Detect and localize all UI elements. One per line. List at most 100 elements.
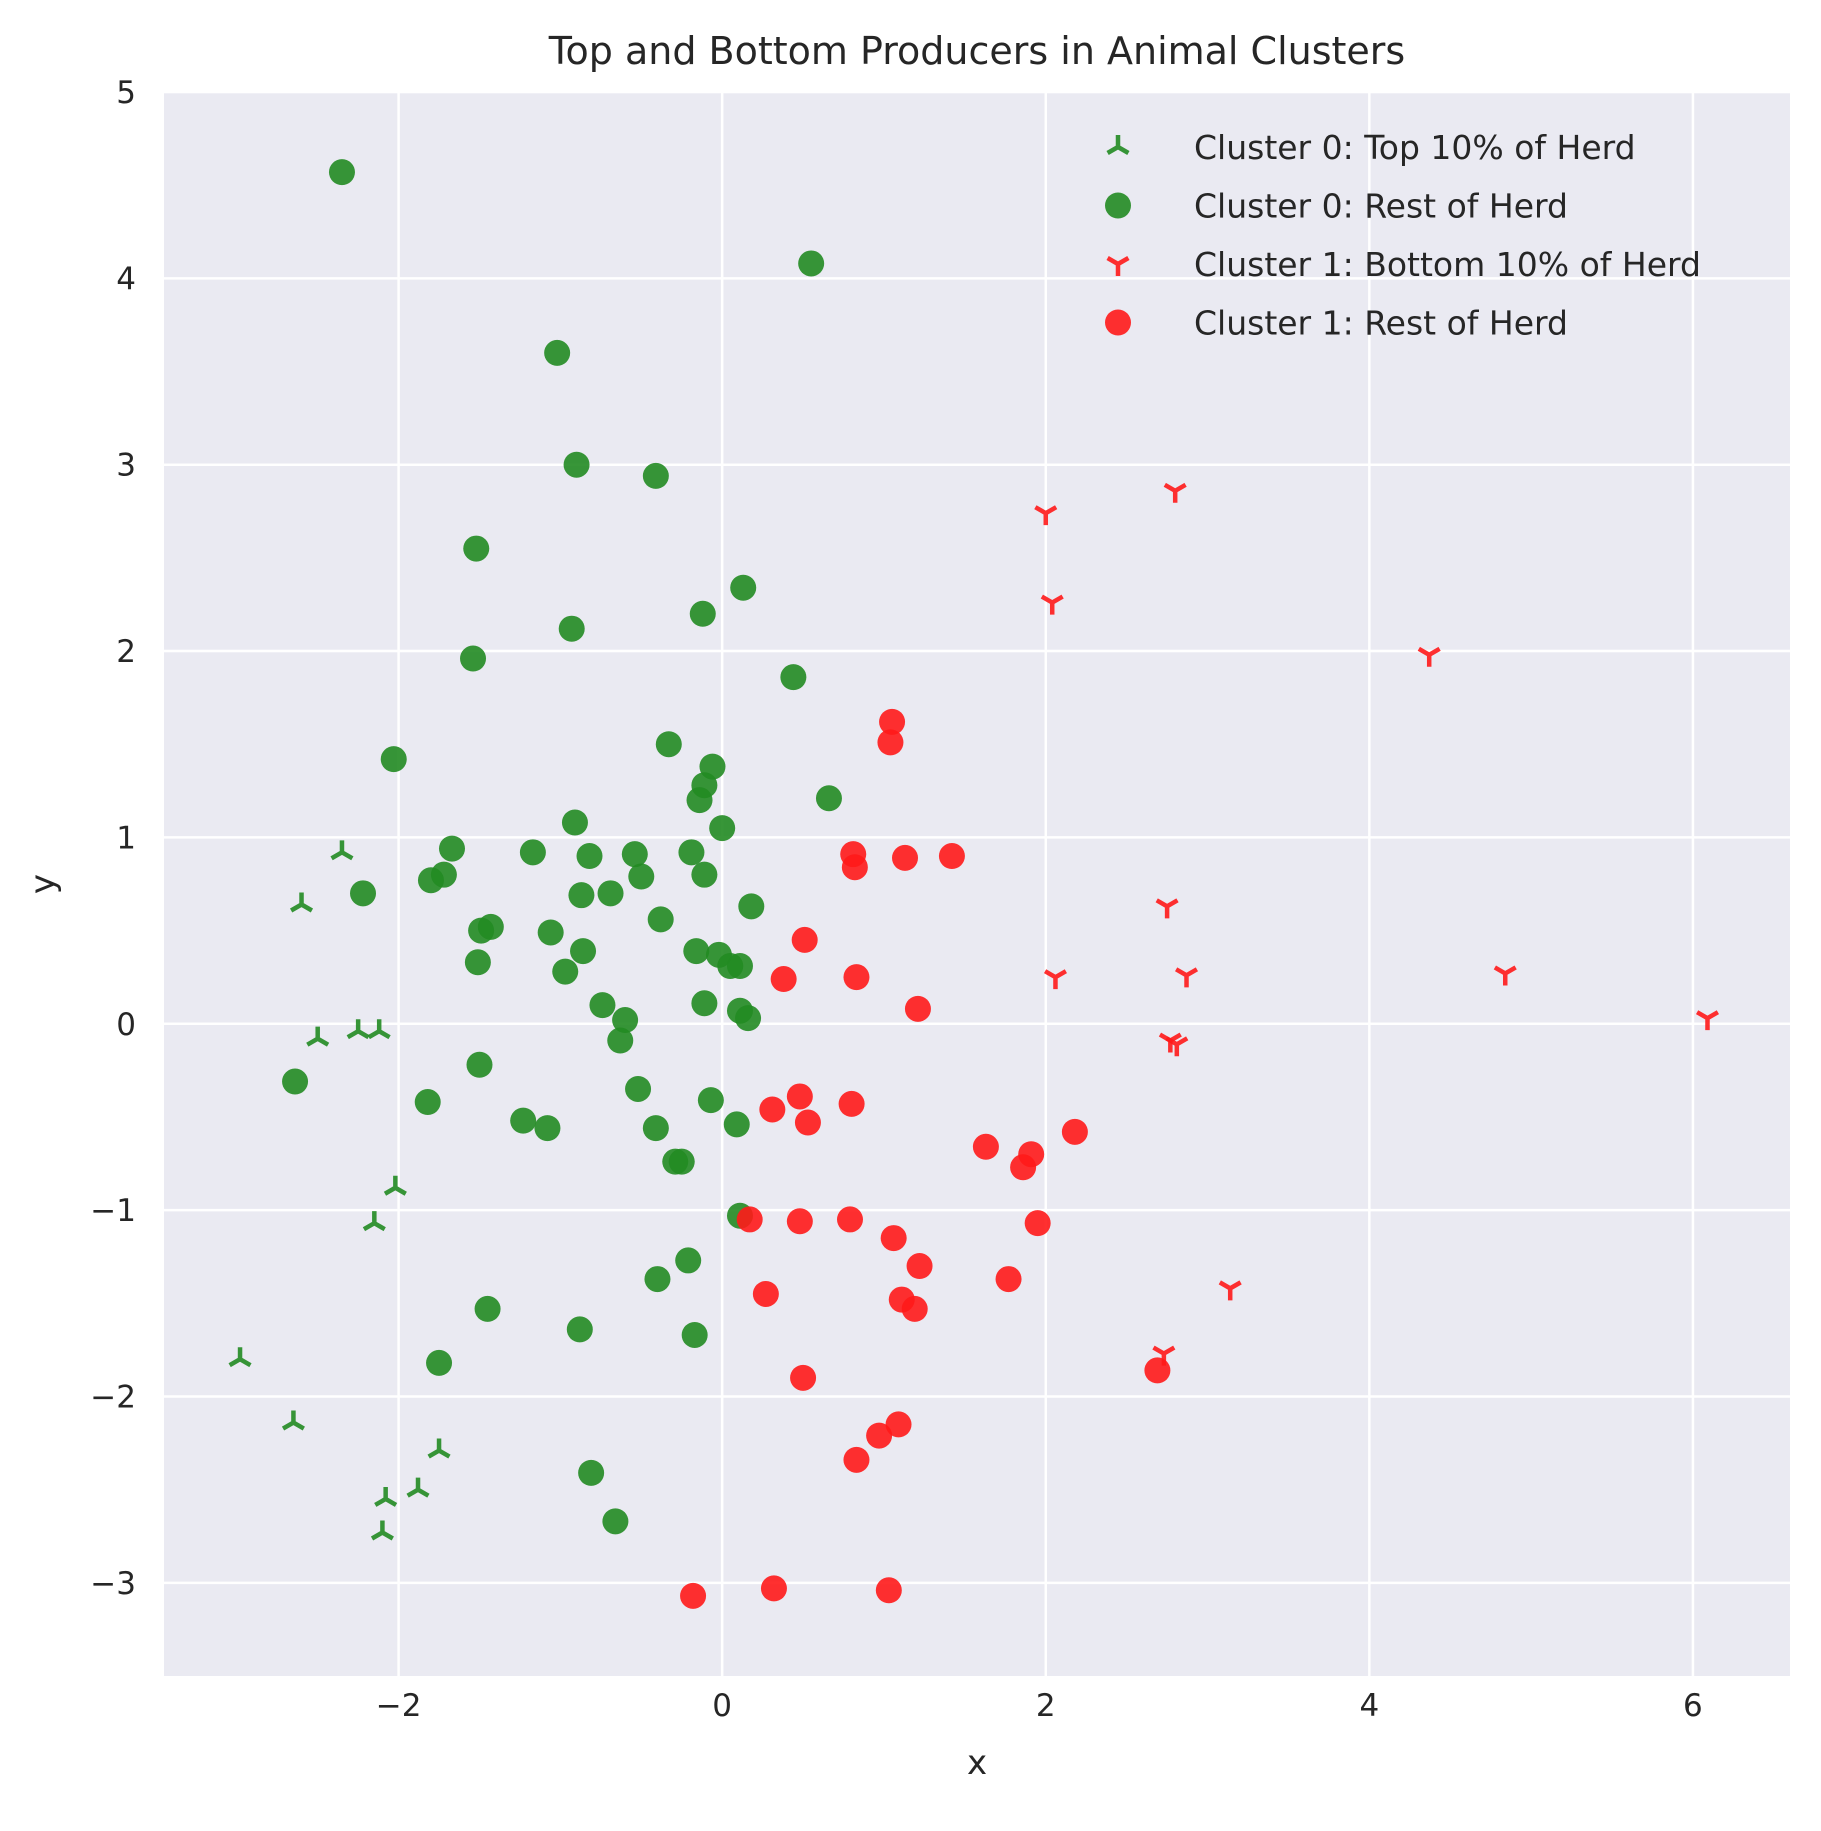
series-0 <box>228 840 451 1541</box>
data-point <box>938 843 965 870</box>
data-point <box>558 615 585 642</box>
data-point <box>1175 967 1199 988</box>
data-point <box>534 1115 561 1142</box>
data-point <box>790 1364 817 1391</box>
x-axis-label: x <box>967 1743 987 1783</box>
data-point <box>760 1575 787 1602</box>
tick-labels: −2 0 2 4 6 −3 −2 −1 0 1 2 3 4 5 <box>90 75 1702 1724</box>
data-point <box>589 992 616 1019</box>
data-point <box>738 893 765 920</box>
data-point <box>1417 646 1441 667</box>
data-point <box>1695 1010 1720 1031</box>
data-point <box>841 854 868 881</box>
data-point <box>836 1206 863 1233</box>
data-point <box>519 839 546 866</box>
data-point <box>281 1410 305 1431</box>
data-point <box>370 1520 394 1541</box>
data-point <box>406 1477 430 1498</box>
legend: Cluster 0: Top 10% of Herd Cluster 0: Res… <box>1105 128 1701 343</box>
data-point <box>1040 594 1064 615</box>
data-point <box>1024 1210 1051 1237</box>
data-point <box>612 1007 639 1034</box>
data-point <box>414 1089 441 1116</box>
data-point <box>1165 1036 1189 1057</box>
legend-marker <box>1105 192 1131 219</box>
data-point <box>561 809 588 836</box>
legend-item: Cluster 0: Rest of Herd <box>1105 187 1568 226</box>
data-point <box>1010 1154 1037 1181</box>
y-tick-label: 3 <box>116 448 136 484</box>
data-point <box>689 600 716 627</box>
data-point <box>642 462 669 489</box>
legend-marker <box>1106 135 1130 155</box>
data-point <box>735 1005 762 1032</box>
data-point <box>426 1349 453 1376</box>
data-point <box>576 843 603 870</box>
data-point <box>697 1087 724 1114</box>
data-point <box>383 1175 407 1196</box>
data-point <box>681 1321 708 1348</box>
data-point <box>759 1096 786 1123</box>
data-point <box>228 1347 252 1368</box>
data-point <box>730 574 757 601</box>
data-point <box>683 938 710 965</box>
data-point <box>647 906 674 933</box>
data-point <box>678 839 705 866</box>
data-point <box>1034 505 1058 526</box>
data-point <box>642 1115 669 1142</box>
data-point <box>866 1422 893 1449</box>
y-tick-label: −1 <box>90 1193 136 1229</box>
data-point <box>607 1027 634 1054</box>
x-tick-label: −2 <box>376 1688 422 1724</box>
data-point <box>537 919 564 946</box>
data-point <box>570 938 597 965</box>
legend-label: Cluster 1: Rest of Herd <box>1194 304 1568 343</box>
data-point <box>1144 1357 1171 1384</box>
data-point <box>877 729 904 756</box>
data-point <box>568 882 595 909</box>
data-point <box>460 645 487 672</box>
data-point <box>770 966 797 993</box>
data-point <box>786 1083 813 1110</box>
data-point <box>346 1019 370 1040</box>
data-point <box>625 1075 652 1102</box>
data-point <box>597 880 624 907</box>
data-point <box>466 1051 493 1078</box>
data-point <box>306 1026 330 1047</box>
data-point <box>904 995 931 1022</box>
data-point <box>786 1208 813 1235</box>
data-point <box>885 1411 912 1438</box>
data-point <box>1061 1118 1088 1145</box>
series-3 <box>680 708 1171 1609</box>
y-tick-label: 2 <box>116 634 136 670</box>
data-point <box>602 1508 629 1535</box>
data-point <box>791 926 818 953</box>
data-point <box>474 1295 501 1322</box>
data-point <box>367 1019 391 1040</box>
data-point <box>838 1090 865 1117</box>
data-point <box>901 1295 928 1322</box>
data-point <box>468 917 495 944</box>
y-axis-label: y <box>23 874 63 894</box>
legend-item: Cluster 1: Bottom 10% of Herd <box>1106 245 1701 284</box>
data-point <box>879 708 906 735</box>
data-point <box>350 880 377 907</box>
data-point <box>566 1316 593 1343</box>
series-2 <box>1034 482 1720 1366</box>
grid-lines <box>164 90 1790 1676</box>
data-point <box>1218 1280 1242 1301</box>
data-point <box>282 1068 309 1095</box>
legend-label: Cluster 0: Top 10% of Herd <box>1194 128 1636 167</box>
data-point <box>723 1111 750 1138</box>
x-tick-label: 4 <box>1359 1688 1379 1724</box>
data-point <box>464 949 491 976</box>
data-point <box>463 535 490 562</box>
data-point <box>726 952 753 979</box>
legend-item: Cluster 1: Rest of Herd <box>1105 304 1568 343</box>
y-tick-label: −3 <box>90 1566 136 1602</box>
data-point <box>427 1438 451 1459</box>
legend-label: Cluster 1: Bottom 10% of Herd <box>1194 245 1701 284</box>
data-point <box>972 1133 999 1160</box>
data-point <box>675 1247 702 1274</box>
data-point <box>510 1107 537 1134</box>
